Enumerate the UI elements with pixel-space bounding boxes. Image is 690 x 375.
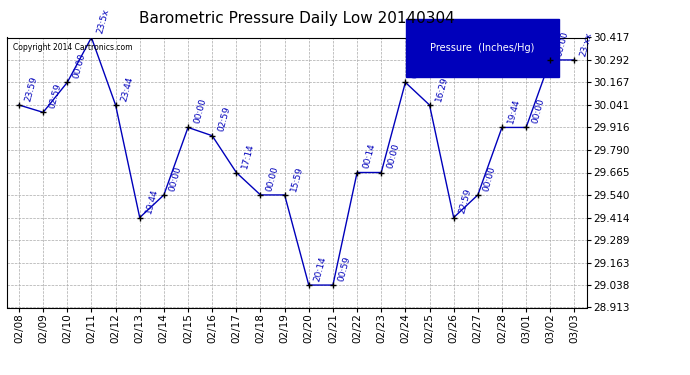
Text: 19:44: 19:44 [506,98,522,124]
Text: 00:00: 00:00 [168,165,184,192]
Text: 23:5x: 23:5x [96,8,111,35]
Text: 00:00: 00:00 [482,165,497,192]
Text: 16:29: 16:29 [434,75,449,102]
Text: 02:59: 02:59 [217,106,232,133]
Text: 00:00: 00:00 [386,142,401,170]
Text: 02:59: 02:59 [410,53,425,80]
Text: 00:00: 00:00 [72,52,87,80]
Text: 23:59: 23:59 [23,75,39,102]
Text: 00:59: 00:59 [337,255,353,282]
Text: Copyright 2014 Cartronics.com: Copyright 2014 Cartronics.com [12,43,132,52]
Text: 19:44: 19:44 [144,188,159,215]
Text: 15:59: 15:59 [289,165,304,192]
Text: 00:00: 00:00 [555,30,570,57]
Text: 00:14: 00:14 [362,142,377,170]
Text: 22:59: 22:59 [458,188,473,215]
Text: 17:14: 17:14 [241,142,256,170]
Text: Pressure  (Inches/Hg): Pressure (Inches/Hg) [430,43,534,53]
Text: 23:xx: 23:xx [579,31,594,57]
Text: Barometric Pressure Daily Low 20140304: Barometric Pressure Daily Low 20140304 [139,11,455,26]
Text: 00:00: 00:00 [193,98,208,124]
Text: 20:14: 20:14 [313,255,328,282]
Text: 23:44: 23:44 [120,75,135,102]
Text: 00:00: 00:00 [265,165,280,192]
Text: 02:59: 02:59 [48,82,63,110]
Text: 00:00: 00:00 [531,98,546,124]
